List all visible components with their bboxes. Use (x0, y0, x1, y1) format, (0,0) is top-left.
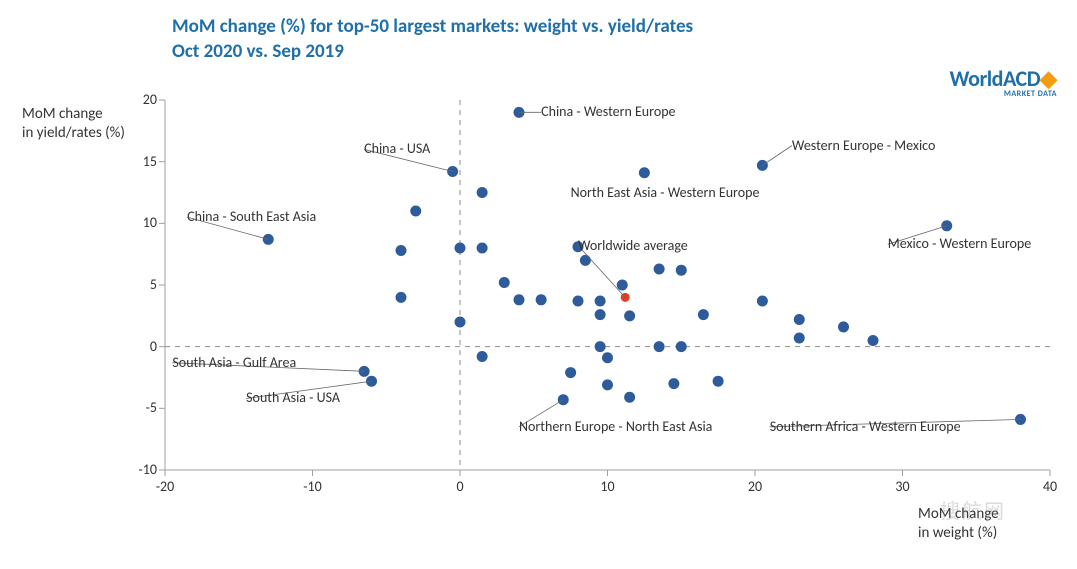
x-tick-label: 40 (1035, 478, 1065, 495)
annotation-label: Southern Africa - Western Europe (770, 418, 961, 435)
x-tick-label: 30 (888, 478, 918, 495)
x-tick-label: -10 (298, 478, 328, 495)
annotation-label: China - Western Europe (541, 103, 675, 120)
annotation-label: China - USA (364, 140, 430, 157)
y-tick-label: 0 (125, 338, 157, 355)
y-tick-label: 10 (125, 214, 157, 231)
y-tick-label: 15 (125, 153, 157, 170)
annotation-label: Mexico - Western Europe (888, 235, 1032, 252)
y-tick-label: 20 (125, 91, 157, 108)
x-tick-label: -20 (150, 478, 180, 495)
annotation-label: Northern Europe - North East Asia (519, 418, 712, 435)
x-tick-label: 20 (740, 478, 770, 495)
x-tick-label: 0 (445, 478, 475, 495)
y-tick-label: -10 (125, 461, 157, 478)
annotation-label: North East Asia - Western Europe (571, 184, 760, 201)
y-tick-label: -5 (125, 399, 157, 416)
annotation-label: South Asia - Gulf Area (172, 354, 296, 371)
watermark: 搜航网 (940, 495, 1006, 524)
annotation-label: Worldwide average (578, 237, 688, 254)
chart-root: MoM change (%) for top-50 largest market… (0, 0, 1077, 569)
annotation-label: Western Europe - Mexico (792, 137, 936, 154)
annotation-label: China - South East Asia (187, 208, 316, 225)
y-tick-label: 5 (125, 276, 157, 293)
x-tick-label: 10 (593, 478, 623, 495)
annotation-label: South Asia - USA (246, 389, 340, 406)
